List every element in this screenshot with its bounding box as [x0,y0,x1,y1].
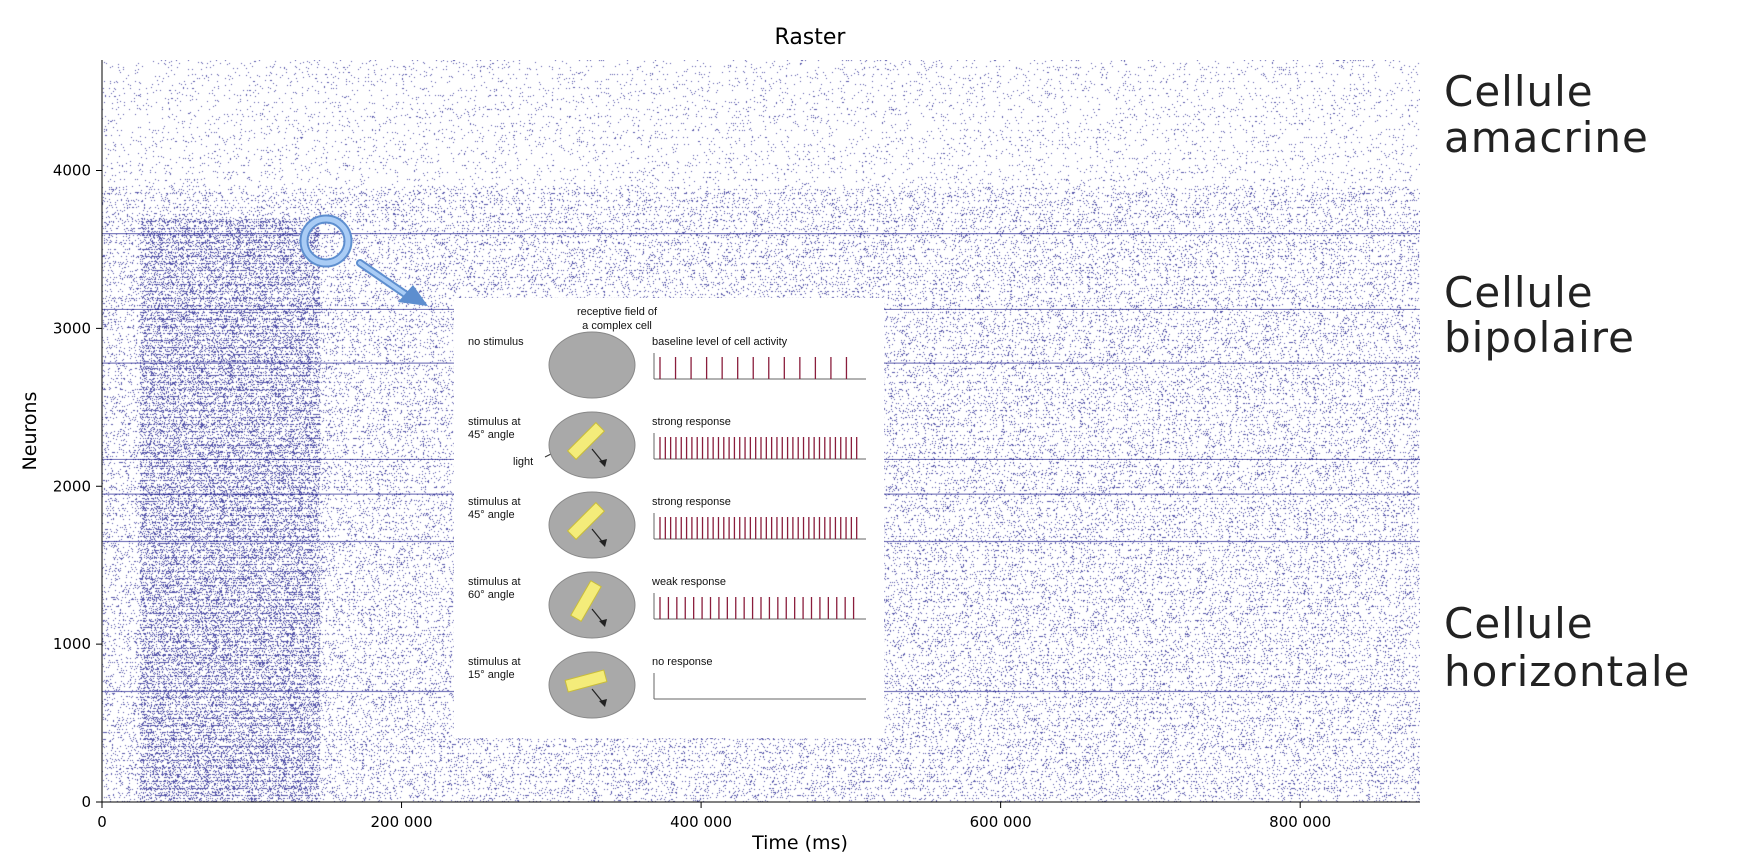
light-label: light [513,456,533,468]
stimulus-bar [570,579,602,623]
y-tick-label: 0 [81,793,91,811]
cell-type-labels: CelluleamacrineCellulebipolaireCelluleho… [1444,67,1690,696]
stimulus-bar [566,501,606,541]
y-tick-label: 3000 [53,319,91,337]
condition-label: 45° angle [468,509,515,521]
cell-type-label: Cellule [1444,599,1594,648]
condition-label: 15° angle [468,669,515,681]
response-label: weak response [651,576,726,588]
x-ticks: 0 200 000 400 000 600 000 800 000 [97,802,1331,831]
condition-label: stimulus at [468,416,521,428]
response-label: no response [652,656,713,668]
receptive-field-disc [548,331,636,399]
condition-label: stimulus at [468,576,521,588]
x-tick-label: 200 000 [371,813,433,831]
inset-background [454,298,884,738]
condition-label: stimulus at [468,656,521,668]
inset-rows: no stimulus baseline level of cell activi… [468,331,866,719]
x-axis-label: Time (ms) [751,832,848,854]
cell-type-label: amacrine [1444,113,1649,162]
motion-arrow-head [599,699,607,707]
x-tick-label: 600 000 [970,813,1032,831]
receptive-field-inset: receptive field of a complex cell no sti… [454,298,884,738]
y-tick-label: 1000 [53,635,91,653]
motion-arrow-head [599,619,607,627]
condition-label: 45° angle [468,429,515,441]
cell-type-label: horizontale [1444,647,1690,696]
x-tick-label: 800 000 [1269,813,1331,831]
motion-arrow-head [599,539,607,547]
highlight-marker [299,214,353,268]
ring-marker-inner [301,216,351,266]
cell-type-label: Cellule [1444,268,1594,317]
pointer-arrow-shaft-inner [358,261,410,298]
inset-row: no stimulus baseline level of cell activi… [468,331,866,399]
condition-label: no stimulus [468,336,524,348]
y-tick-label: 4000 [53,162,91,180]
chart-title: Raster [775,25,847,50]
response-label: strong response [652,416,731,428]
cell-type-label: bipolaire [1444,313,1635,362]
condition-label: 60° angle [468,589,515,601]
stimulus-bar [564,669,608,693]
y-axis-label: Neurons [19,392,41,471]
response-label: strong response [652,496,731,508]
pointer-arrow-head [398,285,428,306]
motion-arrow-head [599,459,607,467]
cell-type-label: Cellule [1444,67,1594,116]
condition-label: stimulus at [468,496,521,508]
y-tick-label: 2000 [53,477,91,495]
receptive-field-disc [548,411,636,479]
receptive-field-disc [548,491,636,559]
x-tick-label: 0 [97,813,107,831]
inset-title-line-1: receptive field of [577,306,658,318]
stimulus-bar [566,421,606,461]
inset-title-line-2: a complex cell [582,320,652,332]
pointer-arrow [356,259,428,306]
x-tick-label: 400 000 [670,813,732,831]
response-label: baseline level of cell activity [652,336,788,348]
receptive-field-disc [548,571,636,639]
y-ticks: 0 1000 2000 3000 4000 [53,162,102,811]
